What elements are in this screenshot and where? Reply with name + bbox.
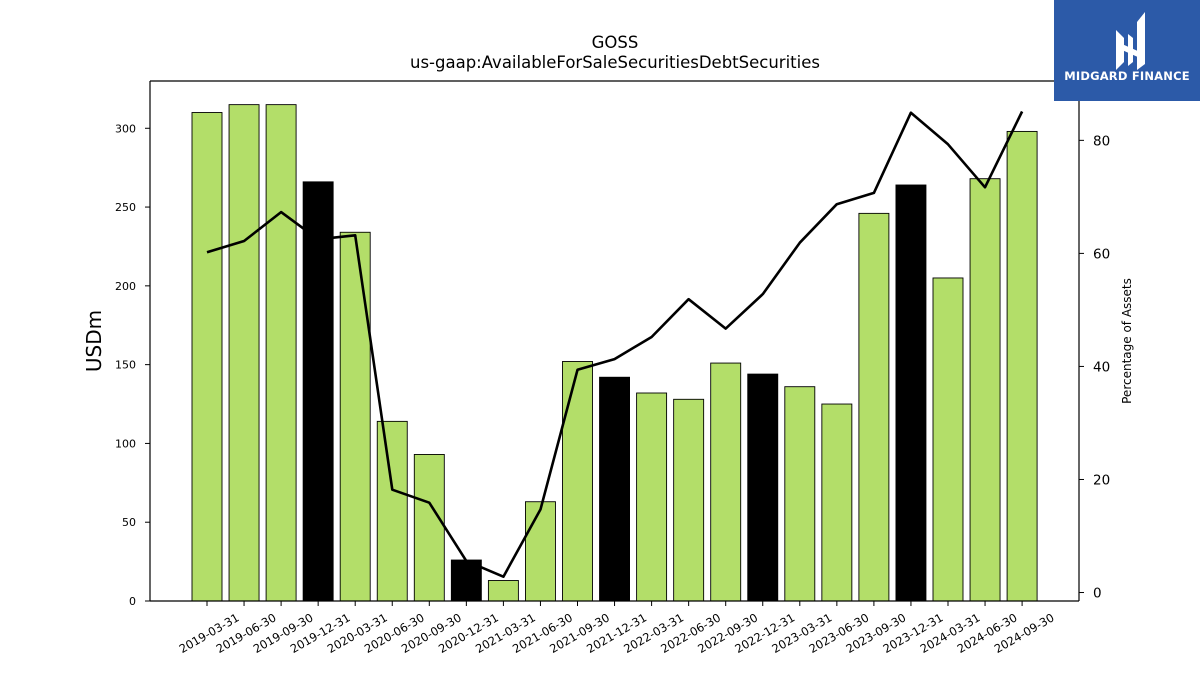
ytick-label-0: 0: [129, 595, 136, 608]
bar-2023-03-31: [784, 386, 816, 602]
y2tick-label-20: 20: [1093, 472, 1110, 488]
ytick-label-50: 50: [122, 516, 136, 529]
bar-2023-06-30: [821, 403, 853, 602]
bar-2020-12-31: [450, 559, 482, 602]
y2tick-label-60: 60: [1093, 246, 1110, 262]
bar-2024-06-30: [969, 178, 1001, 602]
bar-2024-09-30: [1006, 130, 1038, 602]
bar-2019-12-31: [302, 181, 334, 602]
bar-2022-12-31: [747, 373, 779, 602]
bar-2021-06-30: [525, 501, 556, 602]
y-axis-label: USDm: [82, 310, 106, 372]
bar-2020-03-31: [339, 231, 371, 602]
bar-2019-06-30: [228, 104, 260, 602]
bar-2023-12-31: [895, 184, 927, 602]
ytick-label-150: 150: [115, 359, 136, 372]
bars-group: [191, 104, 1038, 602]
bar-2020-09-30: [413, 454, 445, 602]
bar-2023-09-30: [858, 212, 890, 602]
bar-2022-03-31: [636, 392, 668, 602]
bar-2021-12-31: [599, 376, 630, 602]
bar-2022-06-30: [673, 398, 705, 602]
bar-2021-09-30: [562, 361, 593, 602]
bar-2019-09-30: [265, 104, 297, 602]
logo-mark-icon: [1116, 12, 1145, 70]
bar-2019-03-31: [191, 112, 223, 602]
chart-title: GOSS: [592, 33, 639, 52]
y2-axis-label: Percentage of Assets: [1120, 278, 1134, 404]
ytick-label-250: 250: [115, 201, 136, 214]
bar-2022-09-30: [710, 362, 742, 602]
midgard-finance-logo: MIDGARD FINANCE: [1054, 0, 1200, 101]
y2tick-label-0: 0: [1093, 586, 1102, 602]
bar-2020-06-30: [376, 420, 408, 602]
y2tick-label-80: 80: [1093, 133, 1110, 149]
bar-2024-03-31: [932, 277, 964, 602]
y2tick-label-40: 40: [1093, 359, 1110, 375]
ytick-label-300: 300: [115, 122, 136, 135]
ytick-label-100: 100: [115, 437, 136, 450]
bar-2021-03-31: [487, 580, 519, 602]
logo-text: MIDGARD FINANCE: [1064, 69, 1190, 83]
percentage-line: [206, 110, 1024, 579]
ytick-label-200: 200: [115, 280, 136, 293]
chart-subtitle: us-gaap:AvailableForSaleSecuritiesDebtSe…: [410, 53, 820, 72]
line-group: [206, 110, 1024, 579]
